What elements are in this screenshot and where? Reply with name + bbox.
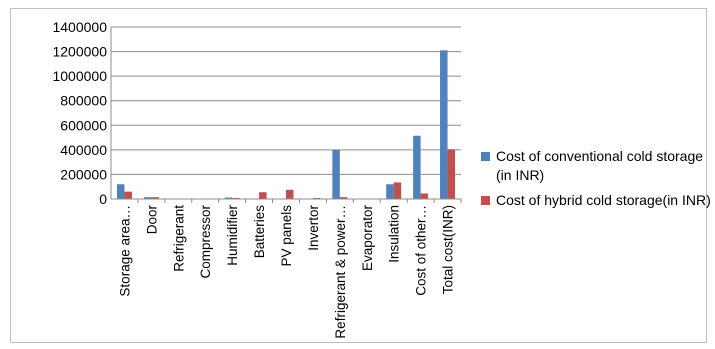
y-tick-label: 400000: [60, 142, 107, 158]
bar-conventional: [386, 184, 394, 199]
bar-hybrid: [259, 192, 267, 199]
x-category-label: Batteries: [252, 205, 267, 259]
bar-conventional: [116, 184, 125, 199]
legend-item-hybrid: Cost of hybrid cold storage(in INR): [481, 191, 715, 210]
x-category-label: Total cost(INR): [441, 205, 456, 294]
bar-hybrid: [447, 149, 456, 199]
bar-conventional: [413, 135, 421, 199]
bar-conventional: [224, 197, 233, 199]
bar-hybrid: [124, 191, 132, 199]
bar-hybrid: [151, 197, 159, 199]
y-tick-label: 800000: [60, 93, 107, 109]
x-category-label: Refrigerant & power…: [333, 205, 348, 339]
legend-swatch-conventional: [481, 152, 490, 161]
x-category-label: Door: [144, 205, 159, 235]
y-tick-label: 0: [99, 191, 107, 207]
bar-conventional: [332, 149, 340, 199]
legend-label-hybrid: Cost of hybrid cold storage(in INR): [496, 192, 711, 208]
bar-conventional: [440, 50, 448, 199]
bars: [116, 50, 456, 199]
bar-hybrid: [420, 193, 429, 199]
y-tick-label: 1200000: [52, 44, 107, 60]
x-category-label: PV panels: [279, 205, 294, 267]
x-category-label: Humidifier: [225, 204, 240, 265]
axes: [110, 27, 462, 203]
bar-hybrid: [286, 189, 294, 199]
y-tick-label: 200000: [60, 166, 107, 182]
legend: Cost of conventional cold storage (in IN…: [481, 147, 715, 216]
y-tick-label: 600000: [60, 117, 107, 133]
y-tick-labels: 0 200000 400000 600000 800000 1000000 1200000 1…: [52, 19, 107, 207]
y-tick-label: 1400000: [52, 19, 107, 35]
legend-swatch-hybrid: [481, 196, 490, 205]
x-category-label: Evaporator: [360, 205, 375, 272]
x-category-label: Invertor: [306, 205, 321, 251]
gridlines: [111, 26, 461, 200]
bar-hybrid: [339, 197, 348, 199]
y-tick-label: 1000000: [52, 68, 107, 84]
x-category-label: Cost of other…: [414, 205, 429, 296]
legend-label-conventional: Cost of conventional cold storage (in IN…: [496, 148, 704, 183]
bar-chart: 0 200000 400000 600000 800000 1000000 1200000 1…: [52, 19, 462, 339]
bar-conventional: [143, 197, 152, 199]
chart-frame: 0 200000 400000 600000 800000 1000000 1200000 1…: [10, 8, 711, 343]
x-category-label: Compressor: [198, 205, 213, 279]
x-category-label: Storage area…: [117, 205, 132, 297]
bar-hybrid: [393, 182, 402, 199]
x-category-labels: Storage area… Door Refrigerant Compressor Hu…: [117, 204, 455, 338]
x-category-label: Refrigerant: [171, 205, 186, 272]
legend-item-conventional: Cost of conventional cold storage (in IN…: [481, 147, 715, 185]
x-category-label: Insulation: [387, 205, 402, 263]
